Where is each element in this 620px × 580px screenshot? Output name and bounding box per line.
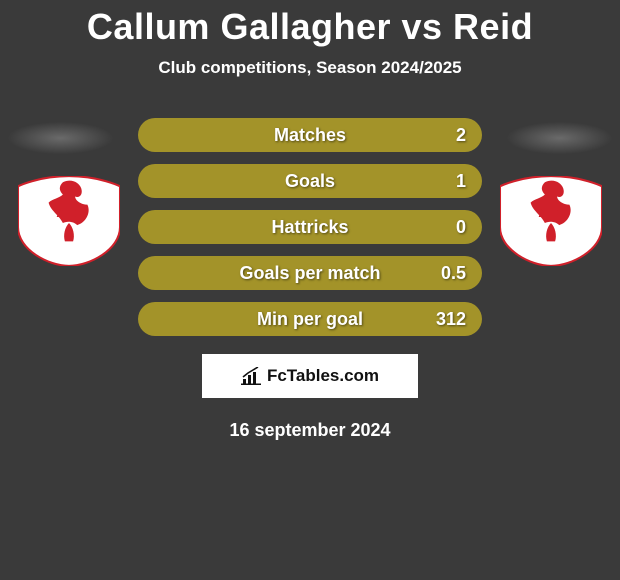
stat-row-goals: Goals 1 [138,164,482,198]
stat-row-goals-per-match: Goals per match 0.5 [138,256,482,290]
stat-value: 0.5 [441,263,466,284]
player-silhouette-right [507,122,612,154]
club-badge-left: AIRDRIEONIANS AFC [18,176,120,266]
stat-label: Goals [285,171,335,192]
subhead: Club competitions, Season 2024/2025 [0,58,620,78]
date-line: 16 september 2024 [0,420,620,441]
brand-text: FcTables.com [267,366,379,386]
stat-value: 1 [456,171,466,192]
svg-text:AFC: AFC [56,206,81,220]
stat-label: Goals per match [239,263,380,284]
stat-row-hattricks: Hattricks 0 [138,210,482,244]
svg-text:AFC: AFC [538,206,563,220]
stat-label: Min per goal [257,309,363,330]
player-silhouette-left [8,122,113,154]
page-title: Callum Gallagher vs Reid [0,0,620,48]
stat-label: Hattricks [271,217,348,238]
stat-label: Matches [274,125,346,146]
stat-value: 2 [456,125,466,146]
club-badge-right: AIRDRIEONIANS AFC [500,176,602,266]
stat-value: 312 [436,309,466,330]
stat-row-matches: Matches 2 [138,118,482,152]
stat-value: 0 [456,217,466,238]
brand-box[interactable]: FcTables.com [202,354,418,398]
stat-row-min-per-goal: Min per goal 312 [138,302,482,336]
chart-icon [241,367,263,385]
